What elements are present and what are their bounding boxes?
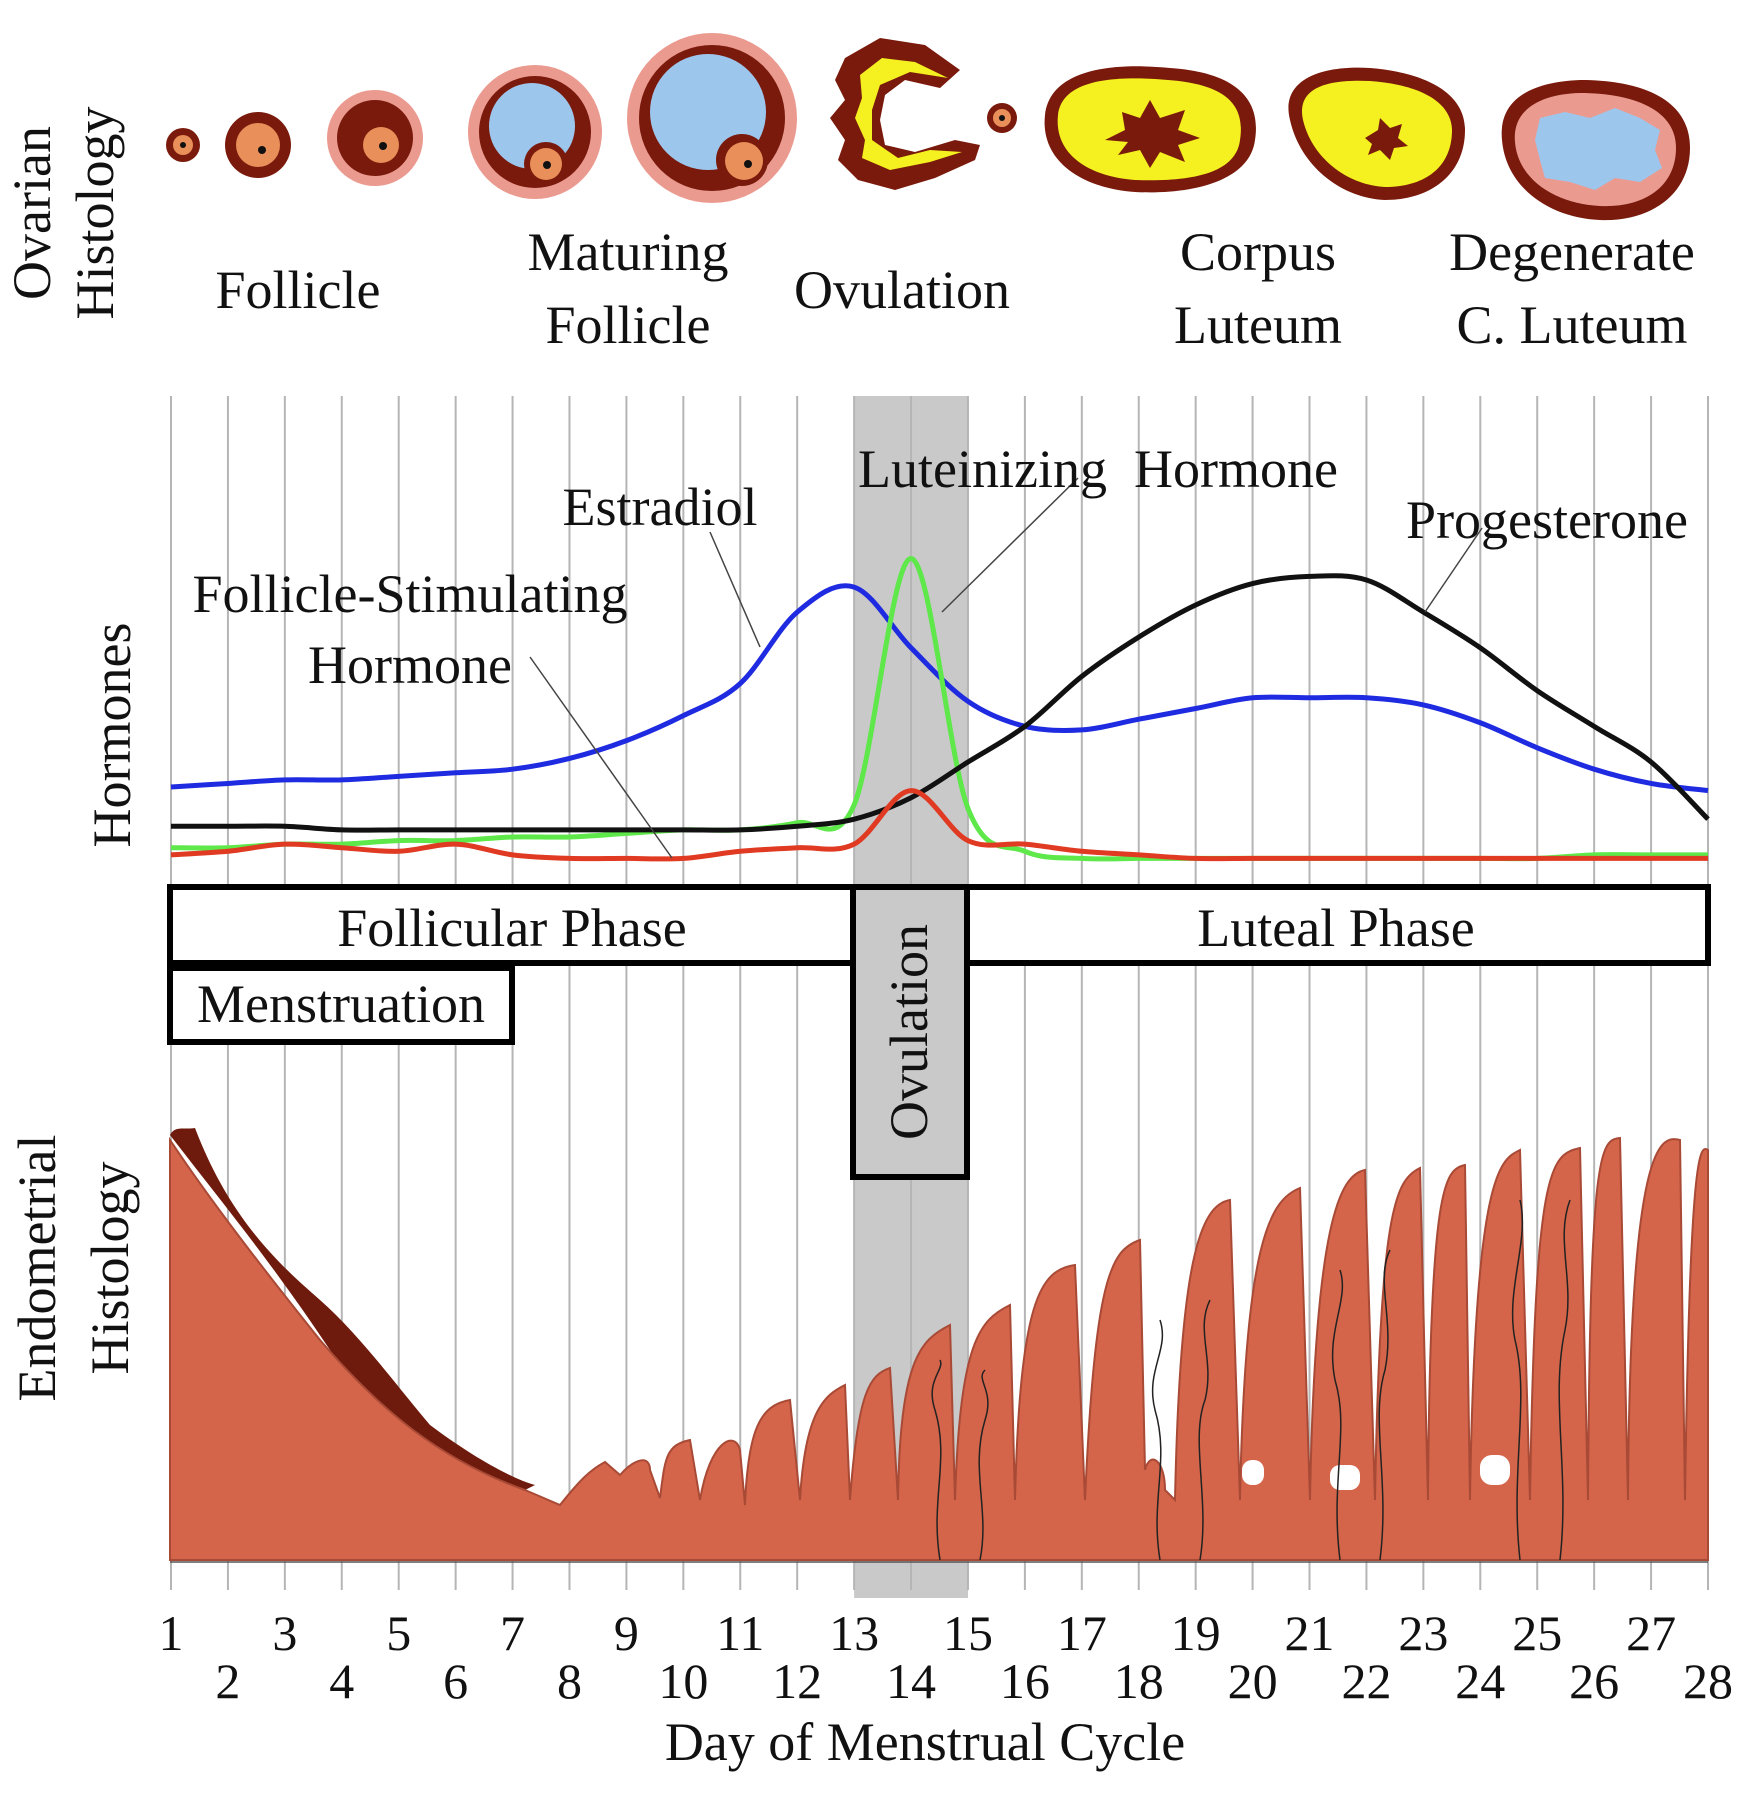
corpus-luteum-1: [1045, 66, 1256, 192]
label-maturing-follicle-2: Follicle: [546, 295, 711, 355]
corpus-luteum-2: [1288, 68, 1465, 200]
x-axis-title: Day of Menstrual Cycle: [665, 1712, 1185, 1772]
x-tick-day-1: 1: [159, 1605, 184, 1661]
x-tick-day-12: 12: [772, 1653, 822, 1709]
x-tick-day-28: 28: [1683, 1653, 1733, 1709]
phase-boxes: Follicular Phase Luteal Phase Menstruati…: [170, 887, 1708, 1177]
x-tick-day-2: 2: [215, 1653, 240, 1709]
label-estradiol: Estradiol: [563, 477, 758, 537]
menstruation-label: Menstruation: [197, 974, 485, 1034]
x-tick-day-26: 26: [1569, 1653, 1619, 1709]
label-corpus-luteum-1: Corpus: [1180, 222, 1336, 282]
label-degenerate-2: C. Luteum: [1457, 295, 1688, 355]
x-tick-day-21: 21: [1285, 1605, 1335, 1661]
label-follicle: Follicle: [216, 260, 381, 320]
estradiol-leader: [710, 532, 760, 647]
endometrial-axis-label-2: Histology: [80, 1161, 140, 1374]
x-tick-day-23: 23: [1398, 1605, 1448, 1661]
x-tick-day-16: 16: [1000, 1653, 1050, 1709]
label-fsh-2: Hormone: [308, 635, 512, 695]
x-tick-day-11: 11: [716, 1605, 764, 1661]
x-tick-day-18: 18: [1114, 1653, 1164, 1709]
label-degenerate-1: Degenerate: [1449, 222, 1695, 282]
ovulation-phase-label: Ovulation: [879, 924, 939, 1140]
x-tick-day-15: 15: [943, 1605, 993, 1661]
x-tick-day-10: 10: [658, 1653, 708, 1709]
label-ovulation-top: Ovulation: [794, 260, 1010, 320]
follicular-phase-label: Follicular Phase: [337, 898, 686, 958]
x-tick-day-20: 20: [1228, 1653, 1278, 1709]
x-tick-day-8: 8: [557, 1653, 582, 1709]
degenerate-corpus-luteum: [1502, 80, 1690, 220]
x-tick-day-6: 6: [443, 1653, 468, 1709]
label-corpus-luteum-2: Luteum: [1174, 295, 1342, 355]
endometrial-axis-label-1: Endometrial: [7, 1135, 67, 1402]
x-tick-day-19: 19: [1171, 1605, 1221, 1661]
ovarian-axis-label-1: Ovarian: [2, 126, 62, 300]
luteal-phase-label: Luteal Phase: [1197, 898, 1474, 958]
x-tick-day-22: 22: [1341, 1653, 1391, 1709]
label-maturing-follicle-1: Maturing: [528, 222, 729, 282]
label-luteinizing-hormone: Luteinizing Hormone: [858, 439, 1338, 499]
follicle-stage-1: [166, 128, 200, 162]
follicle-stage-2: [225, 112, 291, 178]
x-tick-day-27: 27: [1626, 1605, 1676, 1661]
x-tick-day-13: 13: [829, 1605, 879, 1661]
ovulation-follicle: [830, 38, 1017, 190]
x-tick-day-9: 9: [614, 1605, 639, 1661]
follicle-stage-3: [327, 90, 423, 186]
x-tick-day-4: 4: [329, 1653, 354, 1709]
ovarian-histology-row: Ovarian Histology: [2, 33, 1695, 355]
x-tick-day-14: 14: [886, 1653, 936, 1709]
x-tick-day-25: 25: [1512, 1605, 1562, 1661]
label-progesterone: Progesterone: [1406, 490, 1688, 550]
x-tick-day-17: 17: [1057, 1605, 1107, 1661]
label-fsh-1: Follicle-Stimulating: [193, 564, 628, 624]
x-tick-day-5: 5: [386, 1605, 411, 1661]
x-tick-day-24: 24: [1455, 1653, 1505, 1709]
maturing-follicle-1: [468, 65, 602, 199]
hormones-axis-label: Hormones: [82, 623, 142, 848]
maturing-follicle-2: [627, 33, 797, 203]
x-tick-day-3: 3: [272, 1605, 297, 1661]
x-tick-day-7: 7: [500, 1605, 525, 1661]
ovarian-axis-label-2: Histology: [65, 106, 125, 319]
